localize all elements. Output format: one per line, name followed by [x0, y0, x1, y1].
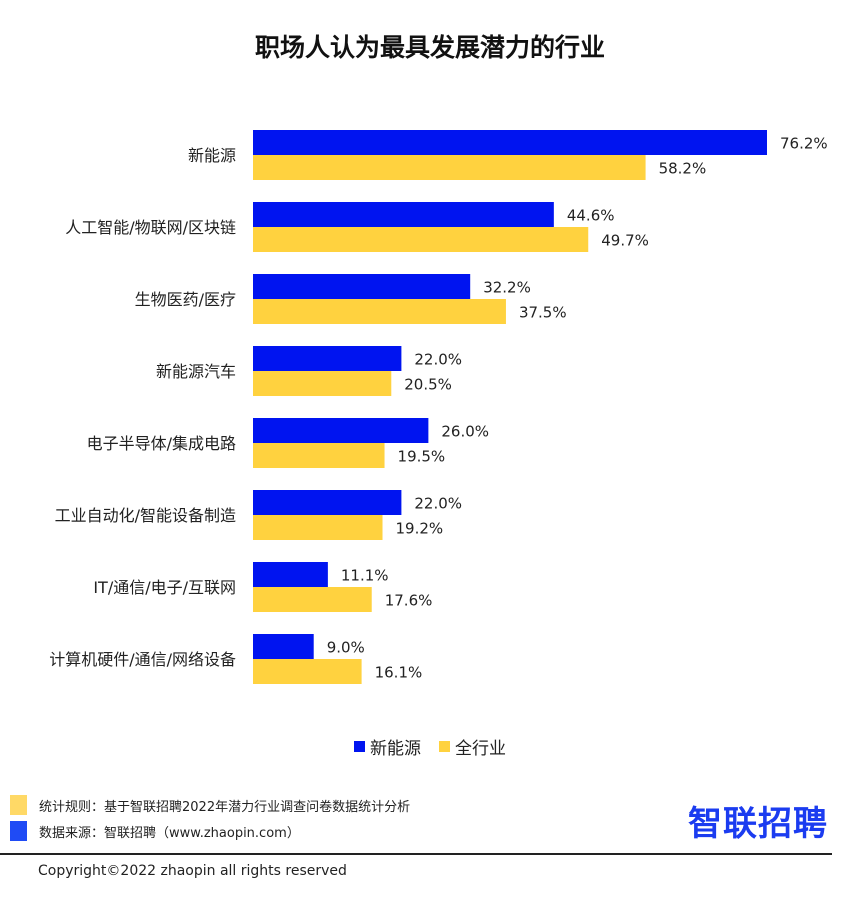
- bar: [253, 227, 589, 252]
- zhaopin-logo: 智联招聘: [688, 804, 828, 844]
- data-label: 32.2%: [483, 279, 531, 297]
- data-label: 44.6%: [567, 207, 615, 225]
- legend-label: 全行业: [455, 739, 506, 759]
- category-label: 新能源: [188, 146, 236, 165]
- bar: [253, 299, 506, 324]
- category-label: 计算机硬件/通信/网络设备: [49, 650, 236, 669]
- note-rule-text: 统计规则：基于智联招聘2022年潜力行业调查问卷数据统计分析: [39, 799, 411, 815]
- bar: [253, 659, 362, 684]
- data-label: 22.0%: [414, 351, 462, 369]
- bar: [253, 155, 646, 180]
- bar: [253, 490, 402, 515]
- legend: 新能源 全行业: [0, 734, 860, 759]
- bar: [253, 346, 402, 371]
- category-label: 工业自动化/智能设备制造: [55, 506, 236, 525]
- chart-title: 职场人认为最具发展潜力的行业: [254, 33, 605, 62]
- bar: [253, 202, 554, 227]
- category-label: 电子半导体/集成电路: [87, 434, 236, 453]
- category-label: 新能源汽车: [156, 362, 236, 381]
- data-label: 49.7%: [601, 232, 649, 250]
- note-source-text: 数据来源：智联招聘（www.zhaopin.com）: [39, 825, 300, 841]
- bar: [253, 274, 471, 299]
- data-label: 58.2%: [659, 160, 707, 178]
- category-label: 生物医药/医疗: [135, 290, 236, 309]
- note-source: 数据来源：智联招聘（www.zhaopin.com）: [10, 821, 300, 841]
- data-label: 17.6%: [385, 592, 433, 610]
- legend-item-series-1: 新能源: [354, 734, 421, 759]
- bar: [253, 443, 385, 468]
- legend-swatch: [439, 741, 450, 752]
- note-swatch: [10, 821, 27, 841]
- category-label: IT/通信/电子/互联网: [93, 578, 236, 597]
- data-label: 11.1%: [341, 567, 389, 585]
- bar-chart: 新能源 76.2% 58.2% 人工智能/物联网/区块链 44.6% 49.7% 生物医药/…: [49, 130, 828, 684]
- category-label: 人工智能/物联网/区块链: [65, 218, 236, 237]
- bar: [253, 418, 429, 443]
- data-label: 22.0%: [414, 495, 462, 513]
- copyright: Copyright©2022 zhaopin all rights reserv…: [38, 863, 347, 879]
- data-label: 37.5%: [519, 304, 567, 322]
- bar: [253, 371, 392, 396]
- data-label: 19.2%: [396, 520, 444, 538]
- bar: [253, 634, 314, 659]
- legend-label: 新能源: [370, 739, 421, 759]
- bar: [253, 515, 383, 540]
- data-label: 9.0%: [327, 639, 365, 657]
- bar: [253, 562, 328, 587]
- bar: [253, 130, 767, 155]
- divider: [0, 853, 832, 855]
- legend-swatch: [354, 741, 365, 752]
- data-label: 76.2%: [780, 135, 828, 153]
- data-label: 16.1%: [375, 664, 423, 682]
- data-label: 20.5%: [404, 376, 452, 394]
- legend-item-series-2: 全行业: [439, 734, 506, 759]
- data-label: 26.0%: [441, 423, 489, 441]
- note-rule: 统计规则：基于智联招聘2022年潜力行业调查问卷数据统计分析: [10, 795, 410, 815]
- data-label: 19.5%: [398, 448, 446, 466]
- bar: [253, 587, 372, 612]
- note-swatch: [10, 795, 27, 815]
